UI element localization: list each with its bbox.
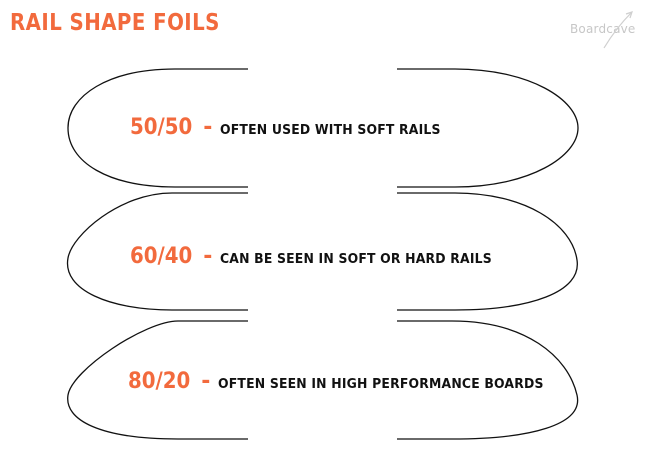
foil-description: Often seen in high performance boards bbox=[218, 376, 544, 392]
foil-label-80-20: 80/20 - Often seen in high performance b… bbox=[128, 369, 572, 394]
foil-ratio: 60/40 bbox=[130, 244, 193, 269]
watermark-text: Boardcave bbox=[570, 22, 636, 36]
watermark-logo: Boardcave bbox=[570, 8, 640, 52]
foil-dash: - bbox=[203, 244, 213, 269]
surfboard-icon bbox=[603, 11, 633, 49]
foil-right-half bbox=[397, 192, 578, 311]
foil-outline-60-40 bbox=[66, 192, 578, 311]
foil-description: Often used with soft rails bbox=[220, 122, 442, 138]
foil-right-half bbox=[397, 320, 579, 440]
foil-outline-50-50 bbox=[67, 68, 579, 188]
foil-ratio: 80/20 bbox=[128, 369, 191, 394]
foil-label-60-40: 60/40 - Can be seen in soft or hard rail… bbox=[130, 244, 516, 269]
foil-left-half bbox=[67, 68, 248, 188]
foil-dash: - bbox=[203, 115, 213, 140]
page-title: RAIL SHAPE FOILS bbox=[10, 10, 220, 36]
foil-left-half bbox=[67, 320, 248, 440]
foil-label-50-50: 50/50 - Often used with soft rails bbox=[130, 115, 460, 140]
foil-ratio: 50/50 bbox=[130, 115, 193, 140]
foil-dash: - bbox=[201, 369, 211, 394]
foil-right-half bbox=[397, 68, 579, 188]
foil-left-half bbox=[66, 192, 248, 311]
foil-outline-80-20 bbox=[67, 320, 579, 440]
foil-description: Can be seen in soft or hard rails bbox=[220, 251, 493, 267]
